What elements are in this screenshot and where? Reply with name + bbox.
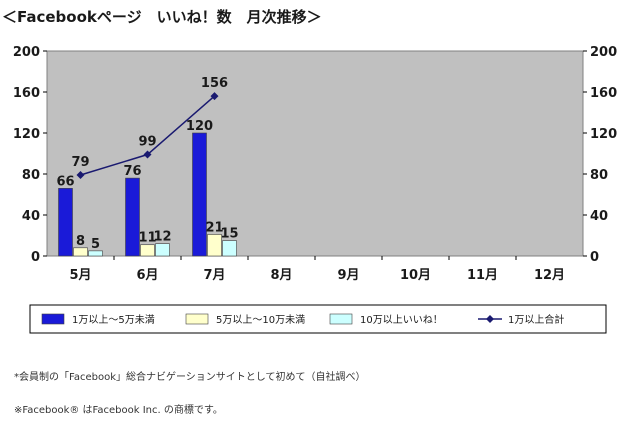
legend-box <box>29 304 607 334</box>
y-tick-label-right: 0 <box>590 250 599 265</box>
data-labels: 66 76 120 8 11 21 5 12 15 79 99 156 <box>56 76 238 252</box>
bar-value-label: 11 <box>138 231 156 246</box>
legend-marker <box>486 315 494 323</box>
bar-value-label: 5 <box>91 237 100 252</box>
x-axis: 5月 6月 7月 8月 9月 10月 11月 12月 <box>69 256 565 283</box>
total-line-value-label: 79 <box>71 155 89 170</box>
total-line-marker <box>76 171 85 180</box>
total-line <box>76 92 219 180</box>
x-tick-label: 11月 <box>467 268 498 283</box>
legend-label: 1万以上合計 <box>508 313 564 326</box>
y-tick-label-left: 200 <box>13 45 40 60</box>
y-tick-label-left: 80 <box>22 168 40 183</box>
y-tick-label-left: 40 <box>22 209 40 224</box>
bar <box>140 244 155 257</box>
y-tick-label-left: 120 <box>13 127 40 142</box>
footnote-1: *会員制の「Facebook」総合ナビゲーションサイトとして初めて（自社調べ） <box>14 372 366 383</box>
y-tick-label-right: 200 <box>590 45 617 60</box>
legend-label: 10万以上いいね！ <box>360 314 443 326</box>
bar <box>88 250 103 257</box>
bar <box>222 240 237 257</box>
chart-title: ＜Facebookページ いいね！数 月次推移＞ <box>2 8 322 26</box>
x-tick-label: 5月 <box>69 268 91 283</box>
bar-value-label: 66 <box>56 174 74 189</box>
bar-value-label: 120 <box>186 119 213 134</box>
x-tick-label: 12月 <box>534 268 565 283</box>
bar <box>207 234 222 257</box>
total-line-marker <box>143 150 152 159</box>
y-tick-label-right: 80 <box>590 168 608 183</box>
y-axis-left: 0 40 80 120 160 200 <box>13 45 47 265</box>
legend-swatch <box>41 313 65 325</box>
bar <box>73 247 88 257</box>
x-tick-label: 9月 <box>337 268 359 283</box>
legend-label: 5万以上～10万未満 <box>216 314 305 326</box>
legend: 1万以上～5万未満 5万以上～10万未満 10万以上いいね！ 1万以上合計 <box>29 304 607 334</box>
x-tick-label: 6月 <box>136 268 158 283</box>
bar-value-label: 8 <box>76 234 85 249</box>
x-tick-label: 10月 <box>400 268 431 283</box>
y-tick-label-left: 160 <box>13 86 40 101</box>
bar-value-label: 12 <box>153 230 171 245</box>
bar <box>155 243 170 257</box>
bars <box>58 132 237 257</box>
y-tick-label-left: 0 <box>31 250 40 265</box>
bar <box>192 132 207 257</box>
legend-swatch <box>329 313 353 325</box>
legend-swatch <box>185 313 209 325</box>
bar-value-label: 76 <box>123 164 141 179</box>
y-tick-label-right: 160 <box>590 86 617 101</box>
y-tick-label-right: 120 <box>590 127 617 142</box>
y-tick-label-right: 40 <box>590 209 608 224</box>
bar <box>58 188 73 257</box>
y-axis-right: 0 40 80 120 160 200 <box>583 45 617 265</box>
total-line-value-label: 99 <box>138 135 156 150</box>
total-line-value-label: 156 <box>201 76 228 91</box>
bar-value-label: 21 <box>205 220 223 235</box>
footnote-2: ※Facebook® はFacebook Inc. の商標です。 <box>14 405 223 416</box>
x-tick-label: 8月 <box>270 268 292 283</box>
x-tick-label: 7月 <box>203 268 225 283</box>
total-line-marker <box>210 92 219 101</box>
bar <box>125 177 140 257</box>
legend-label: 1万以上～5万未満 <box>72 314 155 326</box>
bar-value-label: 15 <box>220 227 238 242</box>
